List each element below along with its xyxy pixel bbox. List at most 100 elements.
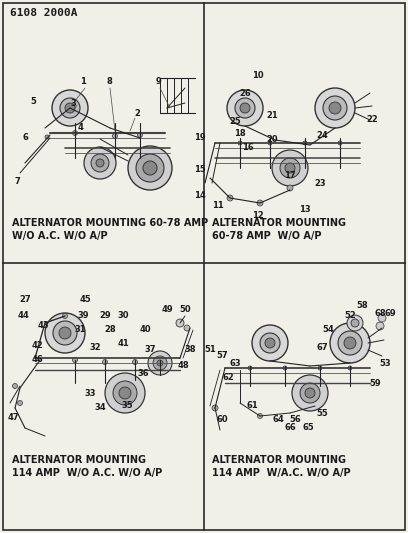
Text: 25: 25 xyxy=(229,117,241,126)
Circle shape xyxy=(252,325,288,361)
Circle shape xyxy=(338,141,342,145)
Circle shape xyxy=(315,88,355,128)
Text: 50: 50 xyxy=(179,305,191,314)
Circle shape xyxy=(287,185,293,191)
Text: 14: 14 xyxy=(194,191,206,200)
Circle shape xyxy=(96,159,104,167)
Text: 34: 34 xyxy=(94,403,106,413)
Circle shape xyxy=(347,315,363,331)
Text: 16: 16 xyxy=(242,143,254,152)
Text: 26: 26 xyxy=(239,88,251,98)
Circle shape xyxy=(378,314,386,322)
Text: 32: 32 xyxy=(89,343,101,352)
Text: 58: 58 xyxy=(356,302,368,311)
Circle shape xyxy=(227,90,263,126)
Circle shape xyxy=(136,154,164,182)
Text: 39: 39 xyxy=(77,311,89,320)
Circle shape xyxy=(59,327,71,339)
Text: 52: 52 xyxy=(344,311,356,320)
Circle shape xyxy=(268,141,272,145)
Circle shape xyxy=(348,366,352,370)
Circle shape xyxy=(238,141,242,145)
Text: 40: 40 xyxy=(139,326,151,335)
Circle shape xyxy=(62,313,67,319)
Text: 44: 44 xyxy=(17,311,29,320)
Circle shape xyxy=(73,131,78,135)
Circle shape xyxy=(376,322,384,330)
Circle shape xyxy=(65,103,75,113)
Text: 22: 22 xyxy=(366,116,378,125)
Circle shape xyxy=(53,321,77,345)
Text: 20: 20 xyxy=(266,135,278,144)
Circle shape xyxy=(119,387,131,399)
Text: 5: 5 xyxy=(30,96,36,106)
Text: 31: 31 xyxy=(74,326,86,335)
Text: 42: 42 xyxy=(31,342,43,351)
Circle shape xyxy=(105,373,145,413)
Text: 10: 10 xyxy=(252,71,264,80)
Circle shape xyxy=(285,163,295,173)
Circle shape xyxy=(248,366,252,370)
Circle shape xyxy=(280,158,300,178)
Text: 68: 68 xyxy=(374,309,386,318)
Text: 66: 66 xyxy=(284,424,296,432)
Text: 63: 63 xyxy=(229,359,241,368)
Circle shape xyxy=(184,325,190,331)
Circle shape xyxy=(84,147,116,179)
Circle shape xyxy=(283,366,287,370)
Text: 54: 54 xyxy=(322,326,334,335)
Text: 6108 2000A: 6108 2000A xyxy=(10,8,78,18)
Circle shape xyxy=(133,359,137,365)
Text: 60: 60 xyxy=(216,416,228,424)
Circle shape xyxy=(323,96,347,120)
Circle shape xyxy=(18,400,22,406)
Text: 19: 19 xyxy=(194,133,206,142)
Circle shape xyxy=(212,405,218,411)
Circle shape xyxy=(60,98,80,118)
Text: 56: 56 xyxy=(289,416,301,424)
Circle shape xyxy=(265,338,275,348)
Circle shape xyxy=(329,102,341,114)
Text: 67: 67 xyxy=(316,343,328,352)
Text: 51: 51 xyxy=(204,345,216,354)
Text: 23: 23 xyxy=(314,179,326,188)
Text: 65: 65 xyxy=(302,424,314,432)
Text: 48: 48 xyxy=(177,361,189,370)
Text: 61: 61 xyxy=(246,401,258,410)
Circle shape xyxy=(176,319,184,327)
Circle shape xyxy=(52,90,88,126)
Circle shape xyxy=(292,375,328,411)
Text: 49: 49 xyxy=(161,305,173,314)
Text: 4: 4 xyxy=(77,124,83,133)
Text: 29: 29 xyxy=(99,311,111,320)
Text: 9: 9 xyxy=(156,77,162,85)
Text: 62: 62 xyxy=(222,374,234,383)
Text: 38: 38 xyxy=(184,345,196,354)
Circle shape xyxy=(344,337,356,349)
Text: 55: 55 xyxy=(316,408,328,417)
Circle shape xyxy=(91,154,109,172)
Circle shape xyxy=(113,381,137,405)
Text: 2: 2 xyxy=(134,109,140,117)
Circle shape xyxy=(45,135,49,139)
Text: 37: 37 xyxy=(144,345,156,354)
Circle shape xyxy=(303,141,307,145)
Circle shape xyxy=(113,133,118,139)
Circle shape xyxy=(227,195,233,201)
Text: ALTERNATOR MOUNTING
60-78 AMP  W/O A/P: ALTERNATOR MOUNTING 60-78 AMP W/O A/P xyxy=(212,218,346,241)
Text: 30: 30 xyxy=(117,311,129,320)
Text: 15: 15 xyxy=(194,166,206,174)
Text: 47: 47 xyxy=(7,414,19,423)
Circle shape xyxy=(300,383,320,403)
Text: 6: 6 xyxy=(22,133,28,142)
Text: 17: 17 xyxy=(284,172,296,181)
Text: 69: 69 xyxy=(384,309,396,318)
Circle shape xyxy=(351,319,359,327)
Text: 11: 11 xyxy=(212,201,224,211)
Text: 12: 12 xyxy=(252,212,264,221)
Circle shape xyxy=(102,359,107,365)
Text: 27: 27 xyxy=(19,295,31,304)
Text: 64: 64 xyxy=(272,416,284,424)
Text: 1: 1 xyxy=(80,77,86,85)
Circle shape xyxy=(272,150,308,186)
